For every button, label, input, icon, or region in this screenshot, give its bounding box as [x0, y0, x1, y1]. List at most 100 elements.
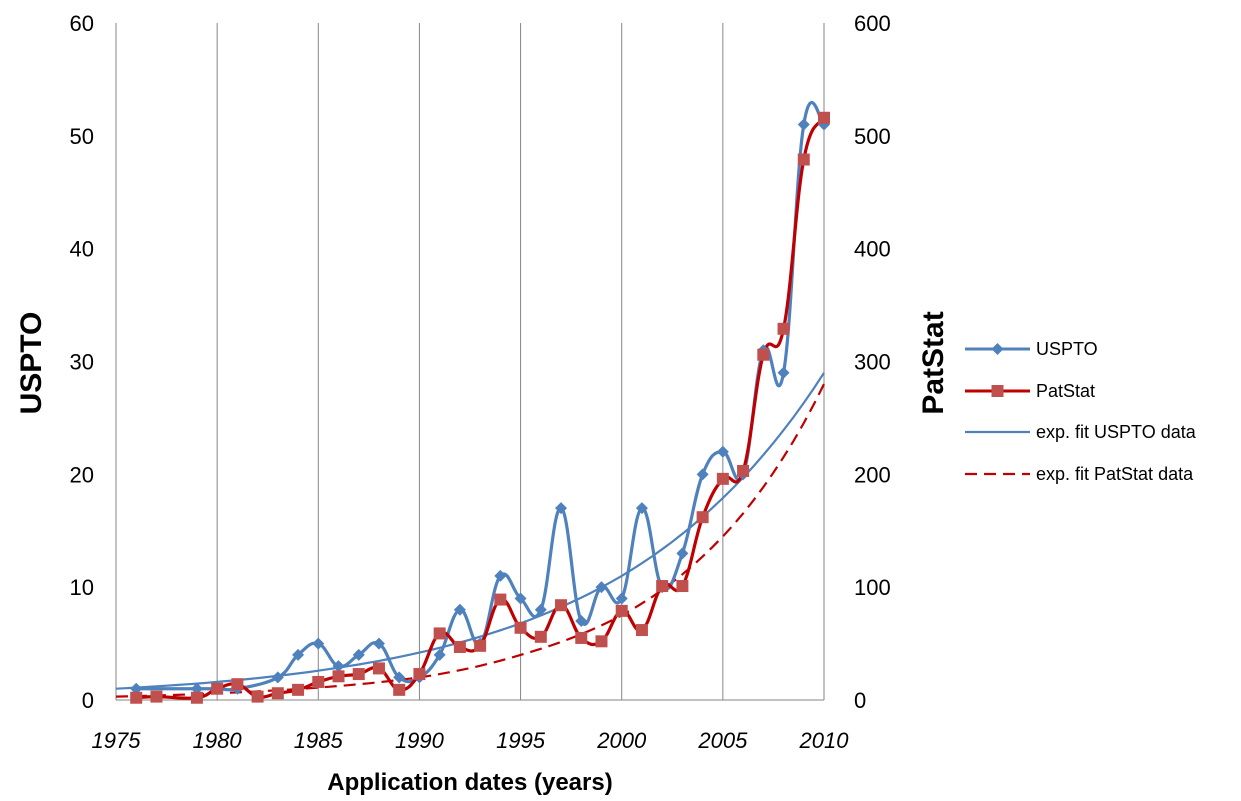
patstat-point: [312, 675, 325, 688]
patstat-point: [211, 682, 224, 695]
x-tick-label: 2005: [697, 728, 748, 753]
patstat-point: [453, 640, 466, 653]
uspto-series-line: [136, 101, 826, 692]
y2-tick-label: 200: [854, 462, 891, 487]
y-axis-title: USPTO: [15, 312, 48, 415]
fit-lines: [115, 372, 825, 698]
uspto-point: [696, 468, 709, 481]
exp-fit-patstat-line: [115, 383, 825, 698]
patstat-point: [393, 683, 406, 696]
patstat-point: [332, 670, 345, 683]
plot-frame: [115, 23, 825, 701]
x-tick-label: 1995: [496, 728, 546, 753]
uspto-point: [595, 581, 608, 594]
patstat-point: [797, 153, 810, 166]
y-tick-label: 0: [82, 688, 94, 713]
patstat-point: [757, 348, 770, 361]
y2-tick-label: 100: [854, 575, 891, 600]
patstat-point: [737, 464, 750, 477]
patstat-point: [150, 690, 163, 703]
uspto-point: [393, 671, 406, 684]
x-tick-label: 1975: [92, 728, 142, 753]
y2-tick-label: 500: [854, 124, 891, 149]
patstat-point: [716, 472, 729, 485]
uspto-point: [312, 637, 325, 650]
patstat-point: [251, 690, 264, 703]
patstat-point: [494, 593, 507, 606]
patstat-point: [534, 630, 547, 643]
uspto-point: [514, 592, 527, 605]
patstat-point: [352, 668, 365, 681]
patstat-point: [130, 691, 143, 704]
uspto-point: [453, 603, 466, 616]
patstat-series-line: [136, 116, 826, 700]
uspto-point: [190, 682, 203, 695]
legend-label: PatStat: [1036, 381, 1095, 401]
patstat-point: [696, 511, 709, 524]
uspto-point: [676, 547, 689, 560]
patstat-point: [777, 322, 790, 335]
series-lines: [136, 101, 826, 700]
y-tick-label: 30: [70, 350, 94, 375]
patstat-point: [433, 627, 446, 640]
legend-item-patstat: PatStat: [965, 381, 1095, 401]
uspto-point: [352, 648, 365, 661]
uspto-point: [292, 648, 305, 661]
y2-tick-label: 400: [854, 237, 891, 262]
uspto-point: [635, 502, 648, 515]
y2-axis-ticks: 0 100 200 300 400 500 600: [854, 11, 891, 713]
patstat-point: [413, 668, 426, 681]
legend-label: exp. fit PatStat data: [1036, 464, 1194, 484]
y2-axis-title: PatStat: [917, 311, 950, 414]
exp-fit-uspto-line: [115, 372, 825, 690]
patstat-point: [676, 580, 689, 593]
y-tick-label: 50: [70, 124, 94, 149]
uspto-point: [555, 502, 568, 515]
x-axis-ticks: 1975 1980 1985 1990 1995 2000 2005 2010: [92, 728, 850, 753]
legend-label: exp. fit USPTO data: [1036, 422, 1197, 442]
y2-tick-label: 600: [854, 11, 891, 36]
uspto-point: [372, 637, 385, 650]
legend: USPTO PatStat exp. fit USPTO data exp. fit …: [965, 339, 1197, 484]
patstat-point: [595, 635, 608, 648]
uspto-point: [777, 366, 790, 379]
uspto-point: [271, 671, 284, 684]
patstat-point: [818, 111, 830, 124]
patstat-point: [231, 678, 244, 691]
y-tick-label: 40: [70, 237, 94, 262]
patstat-point: [190, 691, 203, 704]
legend-item-exp-fit-uspto-data: exp. fit USPTO data: [965, 422, 1197, 442]
y-tick-label: 10: [70, 575, 94, 600]
uspto-point: [534, 603, 547, 616]
uspto-point: [575, 615, 588, 628]
uspto-point: [716, 445, 729, 458]
series-markers: [130, 111, 830, 704]
patstat-point: [292, 683, 305, 696]
legend-marker: [991, 385, 1004, 397]
patstat-point: [575, 631, 588, 644]
uspto-point: [494, 569, 507, 582]
patstat-point: [514, 621, 527, 634]
legend-label: USPTO: [1036, 339, 1098, 359]
uspto-point: [433, 648, 446, 661]
y-axis-ticks: 0 10 20 30 40 50 60: [70, 11, 94, 713]
x-tick-label: 2000: [596, 728, 647, 753]
x-axis-title: Application dates (years): [327, 769, 612, 796]
y-tick-label: 20: [70, 462, 94, 487]
y-tick-label: 60: [70, 11, 94, 36]
patstat-point: [656, 580, 669, 593]
x-tick-label: 1985: [294, 728, 344, 753]
uspto-point: [797, 118, 810, 131]
patstat-point: [474, 639, 487, 652]
patstat-point: [555, 599, 568, 612]
uspto-point: [130, 682, 143, 695]
x-tick-label: 1980: [193, 728, 243, 753]
legend-item-uspto: USPTO: [965, 339, 1098, 359]
legend-marker: [991, 343, 1004, 355]
uspto-point: [332, 660, 345, 673]
vertical-gridlines: [115, 23, 825, 700]
patstat-point: [372, 662, 385, 675]
y2-tick-label: 0: [854, 688, 866, 713]
y2-tick-label: 300: [854, 350, 891, 375]
